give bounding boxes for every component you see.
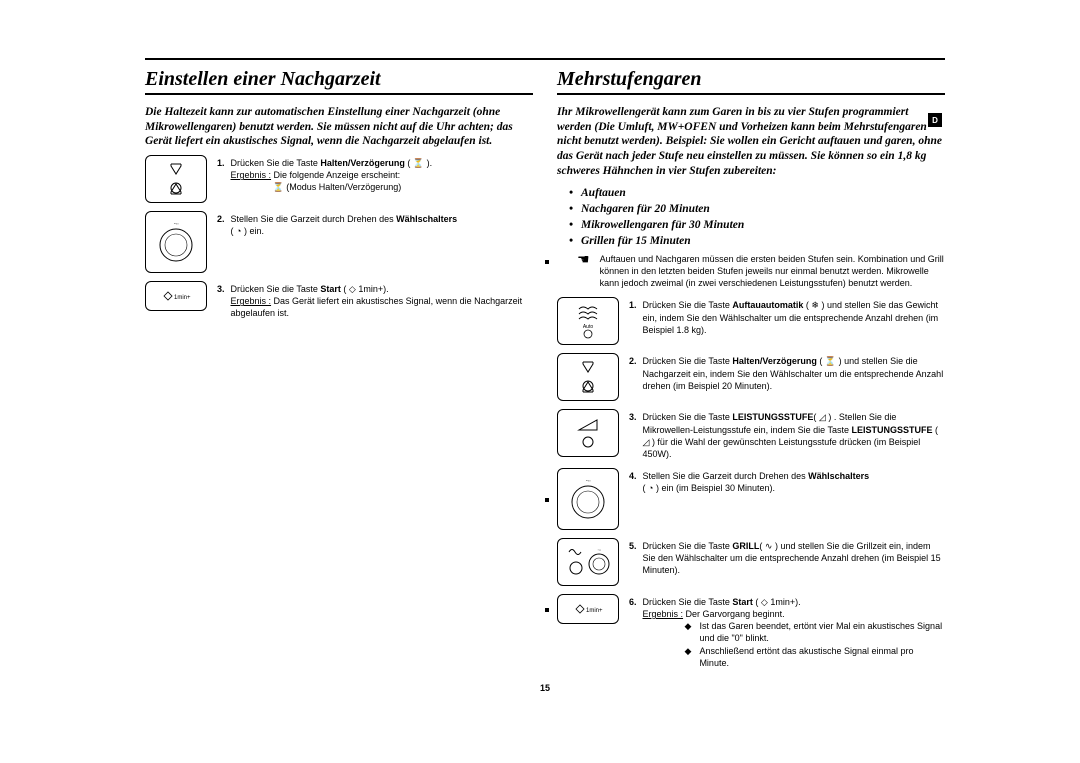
panel-hourglass <box>557 353 619 401</box>
step-number: 4. <box>629 470 637 494</box>
bullet-item: Mikrowellengaren für 30 Minuten <box>581 217 945 233</box>
svg-text:1min+: 1min+ <box>586 608 603 614</box>
step-row: 1. Drücken Sie die Taste Halten/Verzöger… <box>145 155 533 203</box>
panel-power <box>557 409 619 457</box>
step-body: Stellen Sie die Garzeit durch Drehen des… <box>231 213 533 237</box>
svg-text:Auto: Auto <box>583 324 594 330</box>
step-row: 3. Drücken Sie die Taste LEISTUNGSSTUFE(… <box>557 409 945 460</box>
step-number: 1. <box>629 299 637 335</box>
step-body: Stellen Sie die Garzeit durch Drehen des… <box>643 470 945 494</box>
note: ☚ Auftauen und Nachgaren müssen die erst… <box>577 253 945 289</box>
step-body: Drücken Sie die Taste Halten/Verzögerung… <box>231 157 533 193</box>
step-number: 3. <box>629 411 637 460</box>
sub-text: Anschließend ertönt das akustische Signa… <box>699 645 945 669</box>
panel-dial: ◔▫▫ <box>557 468 619 530</box>
step-number: 1. <box>217 157 225 193</box>
step-number: 6. <box>629 596 637 669</box>
heading-rule <box>557 93 945 95</box>
svg-text:1min+: 1min+ <box>174 295 191 301</box>
panel-dial: ◔▫▫ <box>145 211 207 273</box>
step-number: 3. <box>217 283 225 319</box>
svg-text:◔▫▫: ◔▫▫ <box>597 548 601 552</box>
page-number: 15 <box>145 683 945 693</box>
step-body: Drücken Sie die Taste GRILL( ∿ ) und ste… <box>643 540 945 576</box>
right-column: Mehrstufengaren Ihr Mikrowellengerät kan… <box>557 68 945 677</box>
step-row: ◔▫▫ 2. Stellen Sie die Garzeit durch Dre… <box>145 211 533 273</box>
step-body: Drücken Sie die Taste Start ( ◇ 1min+). … <box>231 283 533 319</box>
bullet-item: Auftauen <box>581 185 945 201</box>
step-row: Auto 1. Drücken Sie die Taste Auftauauto… <box>557 297 945 345</box>
step-row: ◔▫▫ 4. Stellen Sie die Garzeit durch Dre… <box>557 468 945 530</box>
bullet-list: Auftauen Nachgaren für 20 Minuten Mikrow… <box>557 185 945 249</box>
heading-right: Mehrstufengaren <box>557 68 945 91</box>
note-marker-icon: ☚ <box>577 252 590 266</box>
diamond-icon: ◆ <box>685 645 692 669</box>
step-number: 2. <box>629 355 637 391</box>
step-body: Drücken Sie die Taste Auftauautomatik ( … <box>643 299 945 335</box>
bullet-item: Grillen für 15 Minuten <box>581 233 945 249</box>
panel-start: 1min+ <box>145 281 207 311</box>
intro-left: Die Haltezeit kann zur automatischen Ein… <box>145 105 533 149</box>
step-row: ◔▫▫ 5. Drücken Sie die Taste GRILL( ∿ ) … <box>557 538 945 586</box>
panel-hourglass <box>145 155 207 203</box>
step-body: Drücken Sie die Taste Halten/Verzögerung… <box>643 355 945 391</box>
panel-defrost: Auto <box>557 297 619 345</box>
heading-rule <box>145 93 533 95</box>
step-body: Drücken Sie die Taste LEISTUNGSSTUFE( ◿ … <box>643 411 945 460</box>
step-body: Drücken Sie die Taste Start ( ◇ 1min+). … <box>643 596 945 669</box>
svg-text:◔▫▫: ◔▫▫ <box>173 221 179 226</box>
top-rule <box>145 58 945 60</box>
panel-start: 1min+ <box>557 594 619 624</box>
sub-text: Ist das Garen beendet, ertönt vier Mal e… <box>699 620 945 644</box>
page: Einstellen einer Nachgarzeit Die Halteze… <box>145 58 945 693</box>
step-row: 1min+ 3. Drücken Sie die Taste Start ( ◇… <box>145 281 533 319</box>
svg-text:◔▫▫: ◔▫▫ <box>585 478 591 483</box>
diamond-icon: ◆ <box>685 620 692 644</box>
step-number: 2. <box>217 213 225 237</box>
panel-grill: ◔▫▫ <box>557 538 619 586</box>
step-row: 2. Drücken Sie die Taste Halten/Verzöger… <box>557 353 945 401</box>
bullet-item: Nachgaren für 20 Minuten <box>581 201 945 217</box>
note-text: Auftauen und Nachgaren müssen die ersten… <box>600 253 945 289</box>
step-number: 5. <box>629 540 637 576</box>
intro-right: Ihr Mikrowellengerät kann zum Garen in b… <box>557 105 945 179</box>
heading-left: Einstellen einer Nachgarzeit <box>145 68 533 91</box>
left-column: Einstellen einer Nachgarzeit Die Halteze… <box>145 68 533 677</box>
step-row: 1min+ 6. Drücken Sie die Taste Start ( ◇… <box>557 594 945 669</box>
